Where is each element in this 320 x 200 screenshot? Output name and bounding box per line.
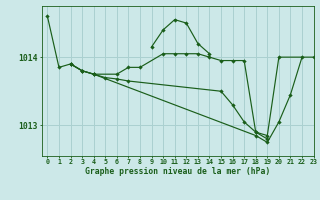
X-axis label: Graphe pression niveau de la mer (hPa): Graphe pression niveau de la mer (hPa)	[85, 167, 270, 176]
